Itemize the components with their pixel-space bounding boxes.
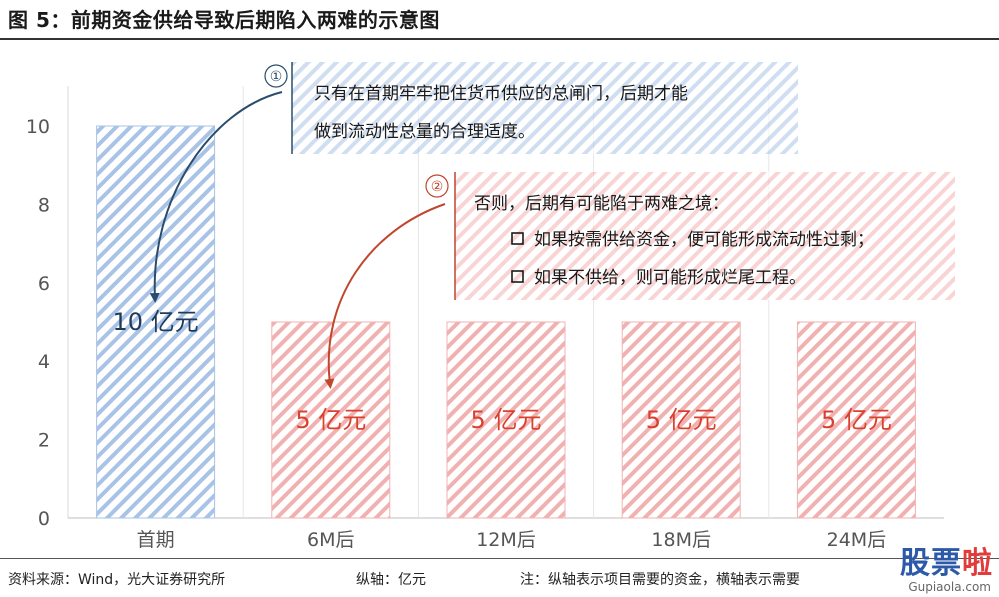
watermark-url: Gupiaola.com (908, 580, 991, 594)
watermark-logo: 股票啦 Gupiaola.com (873, 538, 993, 594)
y-tick-label: 0 (38, 508, 50, 530)
y-tick-label: 10 (26, 116, 50, 138)
source-note: 资料来源：Wind，光大证券研究所 (8, 572, 226, 588)
bar-1 (96, 125, 216, 519)
annotation-1-line-1: 只有在首期牢牢把住货币供应的总闸门，后期才能 (314, 84, 688, 104)
annotation-2-line-3: 如果不供给，则可能形成烂尾工程。 (534, 268, 806, 288)
x-tick-label: 6M后 (307, 529, 354, 551)
annotation-2-marker (425, 174, 449, 198)
y-tick-label: 8 (38, 194, 50, 216)
title-divider (0, 38, 999, 40)
annotation-2-line-1: 否则，后期有可能陷于两难之境： (474, 194, 729, 214)
x-tick-label: 12M后 (476, 529, 536, 551)
annotation-1-box (292, 62, 798, 154)
data-label-3: 5 亿元 (471, 406, 542, 434)
bars (96, 125, 916, 519)
annotation-2-number: ② (431, 179, 444, 195)
annotation-1: ① 只有在首期牢牢把住货币供应的总闸门，后期才能 做到流动性总量的合理适度。 (264, 62, 798, 154)
axis-note: 注：纵轴表示项目需要的资金，横轴表示需要 (520, 572, 800, 588)
arrow-1 (149, 91, 283, 303)
y-axis-ticks: 0 2 4 6 8 10 (26, 116, 50, 530)
bar-chart: 0 2 4 6 8 10 10 亿元 5 亿元 5 亿元 5 亿元 5 亿元 首期 6M后 12M后 1… (26, 62, 955, 551)
data-labels: 10 亿元 5 亿元 5 亿元 5 亿元 5 亿元 (113, 308, 892, 434)
x-axis-ticks: 首期 6M后 12M后 18M后 24M后 (137, 529, 887, 551)
footer-divider (0, 558, 999, 559)
x-tick-label: 18M后 (651, 529, 711, 551)
y-tick-label: 6 (38, 273, 50, 295)
bar-2 (271, 321, 391, 519)
data-label-1: 10 亿元 (113, 308, 199, 336)
unit-note: 纵轴：亿元 (356, 572, 426, 588)
checkbox-icon (511, 232, 524, 245)
y-tick-label: 4 (38, 351, 50, 373)
data-label-5: 5 亿元 (821, 406, 892, 434)
annotation-1-marker (264, 64, 288, 88)
y-tick-label: 2 (38, 430, 50, 452)
arrow-2 (324, 203, 446, 389)
data-label-4: 5 亿元 (646, 406, 717, 434)
x-tick-label: 24M后 (827, 529, 887, 551)
bar-4 (621, 321, 741, 519)
annotation-2-box (455, 172, 955, 300)
bar-3 (446, 321, 566, 519)
figure-title: 图 5：前期资金供给导致后期陷入两难的示意图 (8, 8, 440, 32)
annotation-1-number: ① (270, 69, 283, 85)
annotation-2-line-2: 如果按需供给资金，便可能形成流动性过剩； (534, 230, 874, 250)
data-label-2: 5 亿元 (295, 406, 366, 434)
annotation-1-line-2: 做到流动性总量的合理适度。 (314, 122, 535, 142)
annotation-2: ② 否则，后期有可能陷于两难之境： 如果按需供给资金，便可能形成流动性过剩； 如… (425, 172, 955, 300)
checkbox-icon (511, 270, 524, 283)
watermark-text: 股票啦 (900, 546, 993, 581)
bar-5 (796, 321, 916, 519)
x-tick-label: 首期 (137, 529, 175, 551)
